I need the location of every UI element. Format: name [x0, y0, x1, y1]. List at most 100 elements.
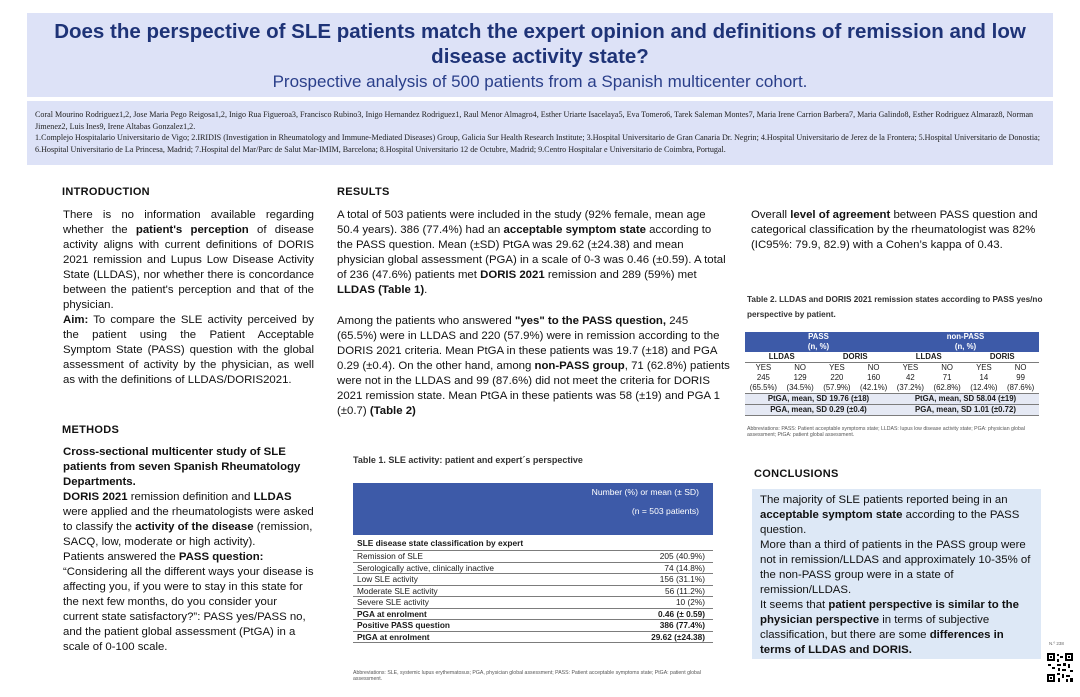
- table-1-row: Low SLE activity 156 (31.1%): [353, 573, 713, 585]
- table-1-row-value: 156 (31.1%): [659, 574, 705, 584]
- agree-c: between PASS question and categorical cl…: [751, 209, 1038, 251]
- table-2-cell-yesno: NO: [1014, 363, 1027, 372]
- aim-label: Aim:: [63, 314, 89, 326]
- table-1: Table 1. SLE activity: patient and exper…: [348, 450, 718, 692]
- results-p2-e: , 71 (62.8%) patients were not in the LL…: [337, 360, 730, 417]
- title-banner: Does the perspective of SLE patients mat…: [27, 13, 1053, 97]
- table-2-title: Table 2. LLDAS and DORIS 2021 remission …: [747, 295, 1043, 319]
- results-p2-f: (Table 2): [369, 405, 416, 417]
- table-1-row-value: 10 (2%): [675, 597, 705, 607]
- results-p2-d: non-PASS group: [534, 360, 625, 372]
- methods-text-2: remission definition and: [127, 491, 254, 503]
- table-1-row-value: 29.62 (±24.38): [651, 631, 705, 642]
- table-1-row-value: 56 (11.2%): [665, 585, 705, 596]
- results-p1-b: acceptable symptom state: [503, 224, 646, 236]
- table-2-footnote: Abbreviations: PASS: Patient acceptable …: [747, 426, 1025, 438]
- table-1-row-label: Serologically active, clinically inactiv…: [357, 562, 494, 573]
- table-2-cell-counts: 71: [942, 373, 952, 382]
- table-2-cell-pcts: (62.8%): [933, 383, 961, 392]
- introduction-text: There is no information available regard…: [63, 208, 314, 388]
- table-2-cell-yesno: YES: [976, 363, 992, 372]
- table-2-group-row: LLDAS DORIS LLDAS DORIS: [745, 352, 1039, 363]
- nonpass-header: non-PASS: [946, 332, 985, 341]
- intro-text-a: There is no information available regard…: [63, 209, 314, 236]
- table-1-header: Number (%) or mean (± SD) (n = 503 patie…: [353, 483, 713, 535]
- table-1-body: Number (%) or mean (± SD) (n = 503 patie…: [353, 483, 713, 643]
- intro-text-b: patient's perception: [135, 224, 249, 236]
- authors-list: Coral Mourino Rodriguez1,2, Jose Maria P…: [35, 109, 1045, 155]
- table-1-row-label: Moderate SLE activity: [357, 585, 438, 596]
- agree-b: level of agreement: [790, 209, 891, 221]
- results-p1-f: LLDAS (Table 1): [337, 284, 425, 296]
- methods-activity: activity of the disease: [135, 521, 254, 533]
- table-1-row-label: PtGA at enrolment: [357, 631, 430, 642]
- table-1-row: Remission of SLE 205 (40.9%): [353, 550, 713, 562]
- ptga-pass: PtGA, mean, SD 19.76 (±18): [767, 394, 870, 403]
- pass-header: PASS: [808, 332, 829, 341]
- table-1-col-header: Number (%) or mean (± SD): [591, 487, 699, 497]
- table-2-sub-row: (n, %) (n, %): [745, 342, 1039, 352]
- table-1-row-label: PGA at enrolment: [357, 608, 427, 619]
- methods-lldas: LLDAS: [253, 491, 292, 503]
- table-1-row: Serologically active, clinically inactiv…: [353, 561, 713, 574]
- group-3: DORIS: [989, 352, 1015, 361]
- nonpass-sub: (n, %): [954, 342, 977, 351]
- conclusions-text: The majority of SLE patients reported be…: [760, 493, 1033, 658]
- concl-b2: patient perspective is similar to the ph…: [760, 599, 1019, 626]
- table-2-cell-pcts: (37.2%): [896, 383, 925, 392]
- table-1-row-label: Remission of SLE: [357, 551, 423, 561]
- table-2-cell-counts: 99: [1016, 373, 1025, 382]
- concl-b1: acceptable symptom state: [760, 509, 903, 521]
- methods-doris: DORIS 2021: [63, 491, 128, 503]
- authors-banner: Coral Mourino Rodriguez1,2, Jose Maria P…: [27, 101, 1053, 165]
- poster-subtitle: Prospective analysis of 500 patients fro…: [272, 72, 808, 91]
- table-2-cell-pcts: (87.6%): [1006, 383, 1035, 392]
- concl-t2: according to the PASS question.: [760, 509, 1020, 536]
- pga-pass: PGA, mean, SD 0.29 (±0.4): [770, 405, 867, 414]
- table-1-row-label: Low SLE activity: [357, 574, 418, 584]
- group-1: DORIS: [842, 352, 868, 361]
- table-1-row-label: Positive PASS question: [357, 620, 450, 630]
- conclusions-box: The majority of SLE patients reported be…: [752, 489, 1041, 659]
- table-1-row: Severe SLE activity 10 (2%): [353, 596, 713, 608]
- table-1-row-value: 74 (14.8%): [664, 562, 705, 573]
- ptga-nonpass: PtGA, mean, SD 58.04 (±19): [914, 394, 1017, 403]
- intro-text-c: of disease activity aligns with current …: [63, 224, 314, 311]
- table-2-pct-row: (65.5%) (34.5%) (57.9%) (42.1%) (37.2%) (62.8…: [745, 383, 1039, 394]
- table-1-row: Positive PASS question 386 (77.4%): [353, 619, 713, 631]
- author-names: Coral Mourino Rodriguez1,2, Jose Maria P…: [35, 110, 1034, 131]
- table-1-rows: Remission of SLE 205 (40.9%) Serologically…: [353, 550, 713, 642]
- table-1-row-value: 0.46 (± 0.59): [658, 608, 705, 619]
- table-2-cell-yesno: NO: [941, 363, 953, 372]
- pga-nonpass: PGA, mean, SD 1.01 (±0.72): [915, 405, 1016, 414]
- concl-t1: The majority of SLE patients reported be…: [760, 494, 1008, 506]
- aim-text: To compare the SLE activity perceived by…: [63, 314, 314, 386]
- results-heading: RESULTS: [337, 186, 390, 198]
- table-2-cell-yesno: YES: [902, 363, 919, 372]
- concl-t5: in terms of subjective classification, b…: [760, 614, 990, 641]
- table-2-cell-pcts: (42.1%): [859, 383, 888, 392]
- table-2-header-row: PASS non-PASS: [745, 332, 1039, 342]
- table-1-row: PGA at enrolment 0.46 (± 0.59): [353, 607, 713, 620]
- group-0: LLDAS: [768, 352, 795, 361]
- concl-b3: differences in terms of LLDAS and DORIS.: [760, 629, 1004, 656]
- introduction-heading: INTRODUCTION: [62, 186, 150, 198]
- table-1-row-label: Severe SLE activity: [357, 597, 429, 607]
- agreement-paragraph: Overall level of agreement between PASS …: [751, 208, 1041, 253]
- agree-a: Overall: [751, 209, 791, 221]
- table-1-title: Table 1. SLE activity: patient and exper…: [353, 455, 583, 465]
- poster-code: N.º 238: [1049, 641, 1064, 646]
- results-p1-d: DORIS 2021: [480, 269, 545, 281]
- table-2-cell-counts: 160: [867, 373, 881, 382]
- methods-heading: METHODS: [62, 424, 120, 436]
- concl-t4: It seems that: [760, 599, 829, 611]
- methods-pass: PASS question:: [178, 551, 264, 563]
- table-1-row-value: 386 (77.4%): [659, 620, 705, 630]
- results-p1-g: .: [424, 284, 428, 296]
- results-p2-a: Among the patients who answered: [337, 315, 515, 327]
- methods-text-5: Patients answered the: [63, 551, 179, 563]
- table-1-row-value: 205 (40.9%): [659, 551, 705, 561]
- methods-text-4: (remission, SACQ, low, moderate or high …: [63, 521, 313, 548]
- poster-title: Does the perspective of SLE patients mat…: [54, 20, 1026, 68]
- concl-t3: More than a third of patients in the PAS…: [760, 539, 1031, 596]
